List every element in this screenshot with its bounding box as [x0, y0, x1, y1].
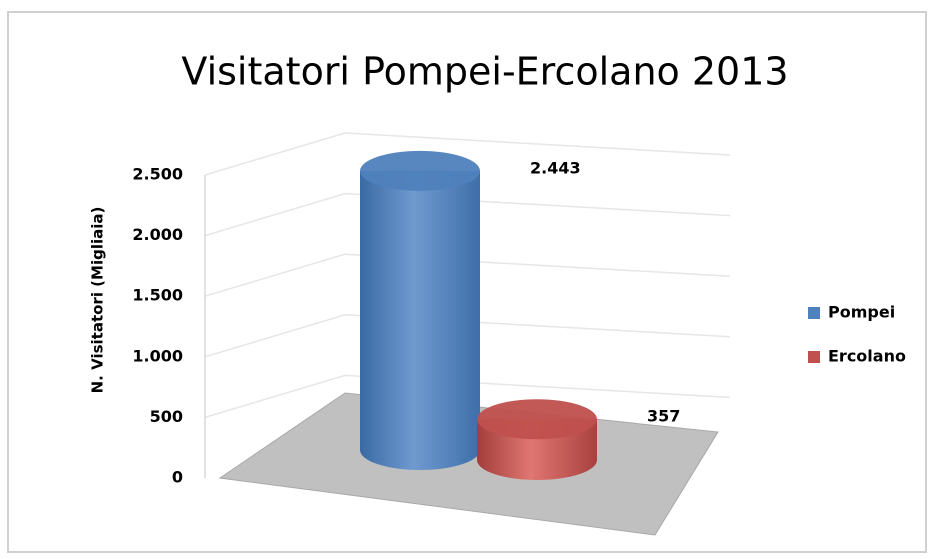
y-tick-label: 0 [172, 468, 183, 487]
grid-line [204, 132, 731, 176]
cylinder-top [477, 399, 597, 440]
legend-label: Pompei [828, 303, 895, 322]
y-tick-label: 500 [150, 407, 183, 426]
y-tick-label: 2.000 [132, 225, 183, 244]
y-tick-label: 1.000 [132, 346, 183, 365]
cylinder-top [360, 150, 480, 191]
grid-line [204, 192, 731, 237]
legend-label: Ercolano [828, 347, 906, 366]
data-label: 357 [647, 407, 680, 426]
data-label: 2.443 [530, 158, 581, 177]
grid-line [204, 253, 731, 297]
y-tick-label: 2.500 [132, 165, 183, 184]
grid-line [204, 374, 731, 419]
chart-title: Visitatori Pompei-Ercolano 2013 [181, 50, 788, 94]
y-tick-label: 1.500 [132, 286, 183, 305]
legend-swatch [808, 307, 820, 319]
y-axis-label: N. Visitatori (Migliaia) [89, 207, 107, 394]
grid-line [204, 314, 731, 358]
cylinder-body [360, 170, 480, 470]
legend-swatch [808, 351, 820, 363]
